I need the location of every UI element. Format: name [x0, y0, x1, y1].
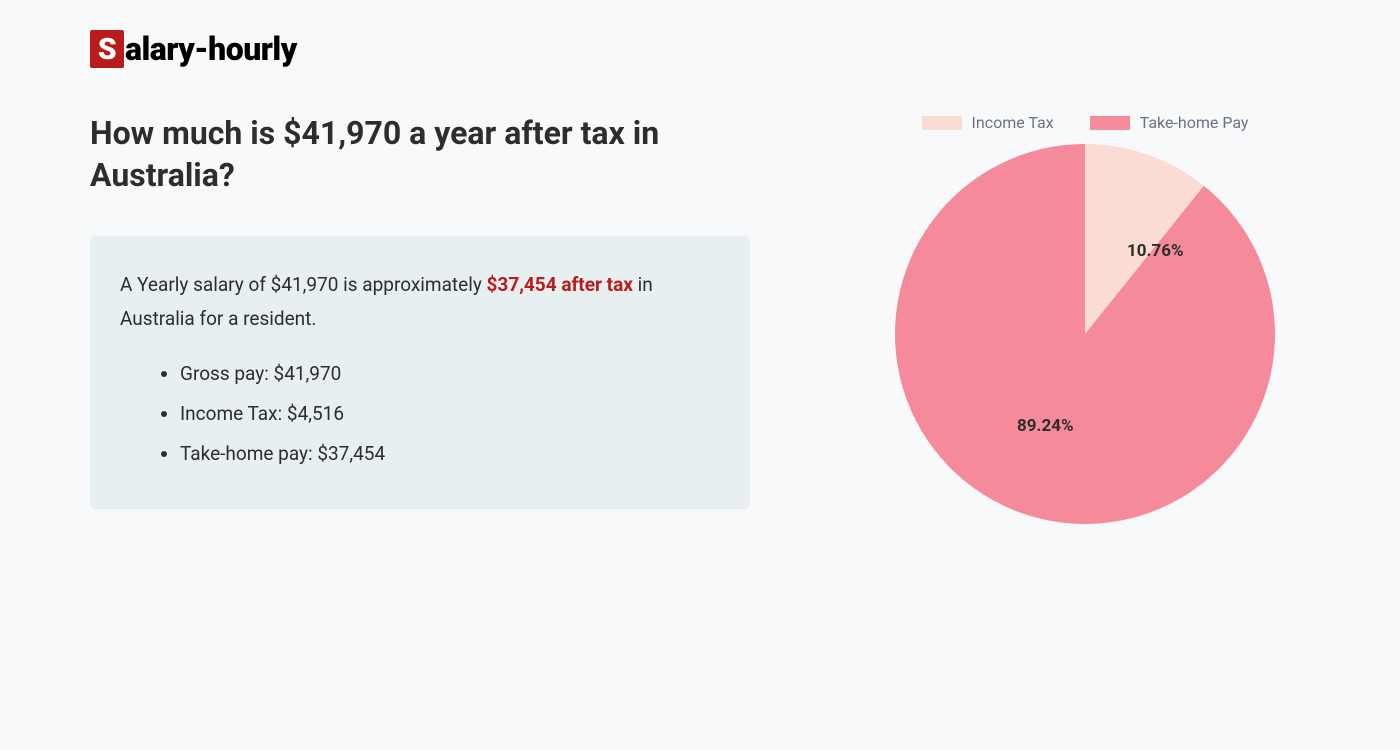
legend-swatch-icon — [1090, 116, 1130, 130]
logo-s-icon: S — [90, 30, 124, 68]
legend-item-take-home: Take-home Pay — [1090, 113, 1249, 132]
left-column: How much is $41,970 a year after tax in … — [90, 113, 750, 524]
list-item: Take-home pay: $37,454 — [180, 437, 720, 471]
logo-text: alary-hourly — [125, 30, 297, 68]
legend-label: Take-home Pay — [1140, 113, 1249, 132]
legend-item-income-tax: Income Tax — [922, 113, 1054, 132]
breakdown-list: Gross pay: $41,970 Income Tax: $4,516 Ta… — [120, 357, 720, 472]
chart-legend: Income Tax Take-home Pay — [870, 113, 1300, 132]
slice-label-income-tax: 10.76% — [1127, 241, 1184, 261]
summary-box: A Yearly salary of $41,970 is approximat… — [90, 236, 750, 509]
page-title: How much is $41,970 a year after tax in … — [90, 113, 750, 196]
site-logo: Salary-hourly — [90, 30, 1310, 68]
legend-swatch-icon — [922, 116, 962, 130]
pie-svg — [895, 144, 1275, 524]
right-column: Income Tax Take-home Pay 10.76% 89.24% — [870, 113, 1300, 524]
main-content: How much is $41,970 a year after tax in … — [90, 113, 1310, 524]
summary-highlight: $37,454 after tax — [487, 273, 633, 296]
list-item: Gross pay: $41,970 — [180, 357, 720, 391]
summary-pre: A Yearly salary of $41,970 is approximat… — [120, 273, 487, 296]
summary-text: A Yearly salary of $41,970 is approximat… — [120, 268, 720, 336]
legend-label: Income Tax — [972, 113, 1054, 132]
pie-chart: 10.76% 89.24% — [895, 144, 1275, 524]
slice-label-take-home: 89.24% — [1017, 416, 1074, 436]
list-item: Income Tax: $4,516 — [180, 397, 720, 431]
